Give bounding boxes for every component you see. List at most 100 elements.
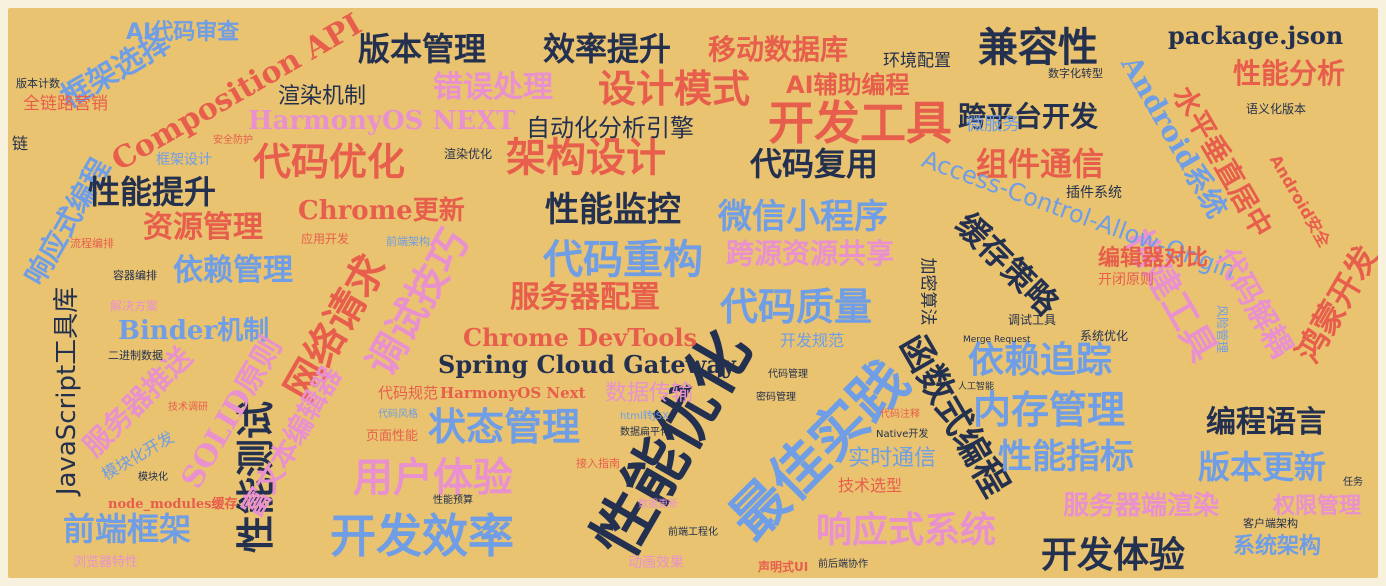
word-s: 动画效果 <box>628 555 684 571</box>
word-s: 密码管理 <box>756 392 796 403</box>
word-l: 开发工具 <box>768 96 952 150</box>
word-m: 效率提升 <box>543 30 672 68</box>
word-s: 安全防护 <box>213 135 253 146</box>
word-s: 前端架构 <box>386 235 430 248</box>
word-s: 页面性能 <box>366 429 419 444</box>
word-s: 版本计数 <box>16 77 60 90</box>
word-s: 解决方案 <box>110 299 159 313</box>
word-m: 性能提升 <box>88 173 217 211</box>
word-s: 系统优化 <box>1080 329 1129 343</box>
word-s: 应用开发 <box>301 232 350 246</box>
word-s: 自动化分析引擎 <box>526 114 694 142</box>
word-s: 渲染机制 <box>278 84 367 109</box>
word-s: Android安全 <box>1265 151 1334 251</box>
word-s: 代码风格 <box>378 409 418 420</box>
word-m: 资源管理 <box>143 210 263 245</box>
word-m: 服务器配置 <box>510 280 660 315</box>
word-s: 代码管理 <box>768 369 808 380</box>
word-l: 依赖追踪 <box>968 340 1113 381</box>
word-m: 代码复用 <box>750 145 879 183</box>
word-s: 实时通信 <box>848 446 937 471</box>
word-s: 风险管理 <box>1215 304 1230 354</box>
word-m: 组件通信 <box>976 145 1105 183</box>
word-l: 代码重构 <box>543 237 703 283</box>
word-m: HarmonyOS NEXT <box>248 106 516 136</box>
word-l: 架构设计 <box>506 135 666 181</box>
word-s: 微服务 <box>966 114 1020 135</box>
word-l: 代码优化 <box>253 140 406 184</box>
word-s: 调试工具 <box>1008 313 1057 327</box>
word-s: 权限管理 <box>1273 494 1362 519</box>
word-l: 内存管理 <box>973 388 1126 432</box>
word-s: 技术调研 <box>168 402 208 413</box>
word-m: 性能监控 <box>545 190 681 230</box>
word-cloud: 性能优化 最佳实践 开发效率 开发工具 代码优化 架构设计 用户体验 状态管理 … <box>8 8 1378 578</box>
word-m: 错误处理 <box>433 70 553 105</box>
word-m: 移动数据库 <box>708 33 849 66</box>
word-s: 容器编排 <box>113 269 157 282</box>
word-m: 微信小程序 <box>718 197 888 237</box>
word-m: Spring Cloud Gateway <box>438 350 736 379</box>
word-s: 声明式UI <box>758 560 809 574</box>
word-m: 跨源资源共享 <box>726 237 895 270</box>
word-s: 数字化转型 <box>1048 67 1103 80</box>
word-s: 接入指南 <box>576 457 620 470</box>
word-m: Chrome DevTools <box>463 323 697 352</box>
word-s: 模块化 <box>138 472 168 483</box>
word-s: 代码注释 <box>880 409 920 420</box>
word-m: 鸿蒙开发 <box>1288 239 1378 369</box>
word-s: 服务器端渲染 <box>1063 491 1220 521</box>
word-s: Native开发 <box>876 429 929 440</box>
word-s: Merge Request <box>963 335 1031 345</box>
word-m: 开发体验 <box>1041 535 1186 576</box>
word-s: 前端工程化 <box>668 527 718 538</box>
word-s: 加密算法 <box>917 257 938 326</box>
word-m: package.json <box>1168 21 1344 50</box>
word-m: 响应式系统 <box>816 510 997 551</box>
word-m: 前端框架 <box>63 510 192 548</box>
word-s: 数据传输 <box>605 381 694 406</box>
word-s: 前后端协作 <box>818 559 868 570</box>
word-m: 版本更新 <box>1198 448 1327 486</box>
word-s: html转JSX <box>620 411 669 422</box>
word-l: 兼容性 <box>978 25 1098 71</box>
word-s: 代码规范 <box>378 384 439 402</box>
word-s: 系统架构 <box>1233 534 1322 559</box>
word-m: AI辅助编程 <box>786 71 910 99</box>
word-m: JavaScript工具库 <box>52 286 83 496</box>
word-m: 版本管理 <box>358 30 487 68</box>
word-l: 设计模式 <box>598 67 751 111</box>
word-s: node_modules缓存 <box>108 497 238 512</box>
word-s: 性能预算 <box>433 495 473 506</box>
word-s: 编辑器对比 <box>1098 246 1209 271</box>
word-s: 任务 <box>1343 477 1363 488</box>
word-m: 编程语言 <box>1206 405 1326 440</box>
word-l: 用户体验 <box>353 455 513 501</box>
word-s: HarmonyOS Next <box>440 384 586 402</box>
word-s: 数据扁平化 <box>620 427 670 438</box>
word-xl: 开发效率 <box>330 509 514 563</box>
word-m: Chrome更新 <box>298 196 465 226</box>
word-s: AI代码审查 <box>126 20 240 45</box>
word-s: 渲染优化 <box>444 147 493 161</box>
word-l: 状态管理 <box>428 405 581 449</box>
word-s: 开发规范 <box>780 331 845 350</box>
word-m: Binder机制 <box>118 316 270 346</box>
word-l: 代码质量 <box>720 285 873 329</box>
word-s: 全链路营销 <box>23 94 108 114</box>
word-s: 开闭原则 <box>1098 272 1154 288</box>
word-s: 语义化版本 <box>1246 102 1307 116</box>
word-s: 二进制数据 <box>108 349 163 362</box>
word-s: 环境配置 <box>883 51 951 71</box>
word-s: 框架设计 <box>156 152 212 168</box>
word-s: 链 <box>12 134 29 153</box>
word-m: 缓存策略 <box>948 205 1066 323</box>
word-s: 人工智能 <box>958 382 995 392</box>
word-m: 性能分析 <box>1233 57 1346 90</box>
word-s: 插件系统 <box>1066 185 1122 201</box>
word-s: 流程编排 <box>70 237 114 250</box>
word-m: 性能指标 <box>998 437 1134 477</box>
word-m: 跨平台开发 <box>958 100 1099 133</box>
word-s: 客户端架构 <box>1243 517 1298 530</box>
word-s: 浏览器特性 <box>73 555 139 570</box>
